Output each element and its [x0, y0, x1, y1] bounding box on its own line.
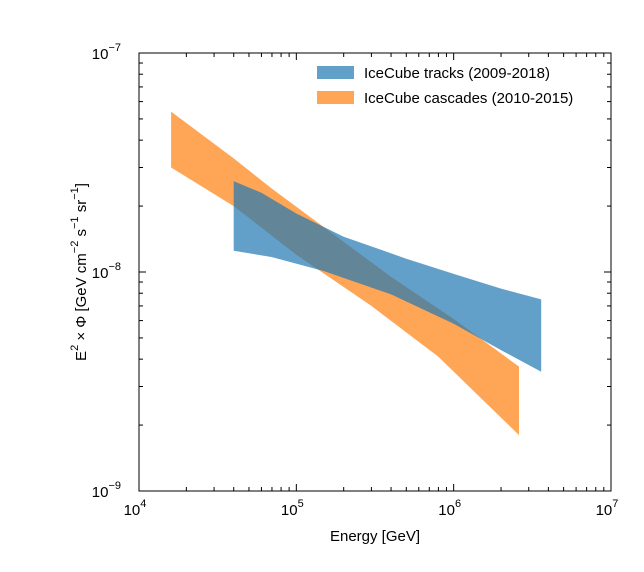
legend-swatch: [317, 91, 354, 104]
x-axis-label: Energy [GeV]: [330, 528, 420, 545]
legend-swatch: [317, 66, 354, 79]
axis-tick-labels: 104 105 106 107 10−9 10−8 10−7: [92, 42, 619, 519]
y-axis-label: E2 × Φ [GeV cm−2 s−1 sr−1]: [69, 183, 90, 361]
x-tick-label: 105: [281, 498, 304, 519]
legend-label: IceCube cascades (2010-2015): [364, 90, 573, 107]
x-tick-label: 107: [596, 498, 619, 519]
y-tick-label: 10−7: [92, 42, 121, 63]
y-tick-label: 10−9: [92, 480, 121, 501]
x-tick-label: 106: [438, 498, 461, 519]
axis-ticks: [138, 52, 612, 492]
y-tick-label: 10−8: [92, 261, 121, 282]
x-tick-label: 104: [124, 498, 147, 519]
band-tracks: [233, 181, 542, 372]
flux-bands: [171, 111, 542, 436]
legend-label: IceCube tracks (2009-2018): [364, 65, 550, 82]
legend: IceCube tracks (2009-2018) IceCube cascad…: [317, 65, 573, 107]
